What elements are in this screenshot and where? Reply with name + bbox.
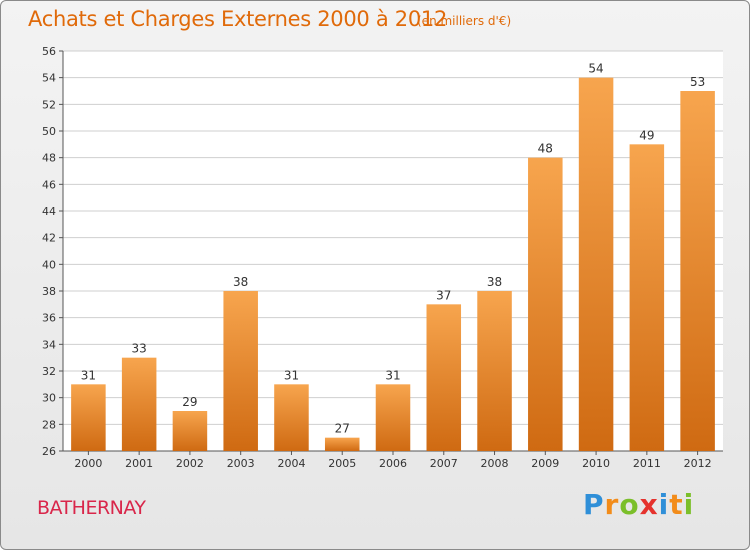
y-tick-label: 36 bbox=[42, 312, 56, 325]
y-tick-label: 26 bbox=[42, 445, 56, 458]
logo-letter: P bbox=[583, 488, 605, 521]
x-tick-label: 2011 bbox=[633, 457, 661, 470]
value-label: 38 bbox=[487, 275, 502, 289]
bar-2007 bbox=[426, 304, 462, 451]
y-tick-label: 54 bbox=[42, 72, 56, 85]
x-tick-label: 2005 bbox=[328, 457, 356, 470]
logo-letter: i bbox=[658, 488, 670, 521]
logo-letter: i bbox=[683, 488, 695, 521]
y-tick-label: 30 bbox=[42, 392, 56, 405]
value-label: 29 bbox=[182, 395, 197, 409]
value-label: 53 bbox=[690, 75, 705, 89]
y-tick-label: 32 bbox=[42, 365, 56, 378]
x-tick-label: 2003 bbox=[227, 457, 255, 470]
value-label: 48 bbox=[538, 142, 553, 156]
bar-2000 bbox=[71, 384, 106, 451]
town-name: BATHERNAY bbox=[37, 497, 146, 519]
y-tick-label: 46 bbox=[42, 178, 56, 191]
value-label: 54 bbox=[588, 62, 603, 76]
x-tick-label: 2012 bbox=[684, 457, 712, 470]
value-label: 38 bbox=[233, 275, 248, 289]
y-tick-label: 50 bbox=[42, 125, 56, 138]
bar-layer bbox=[71, 77, 715, 452]
bar-2002 bbox=[172, 411, 208, 451]
value-label: 49 bbox=[639, 128, 654, 142]
y-tick-label: 42 bbox=[42, 232, 56, 245]
x-tick-label: 2002 bbox=[176, 457, 204, 470]
y-tick-label: 40 bbox=[42, 258, 56, 271]
y-tick-label: 44 bbox=[42, 205, 56, 218]
bar-2008 bbox=[477, 291, 512, 451]
value-label: 33 bbox=[132, 342, 147, 356]
value-label: 31 bbox=[81, 368, 96, 382]
bar-2003 bbox=[223, 291, 258, 451]
proxiti-logo: Proxiti bbox=[583, 488, 694, 521]
x-tick-label: 2004 bbox=[277, 457, 305, 470]
bar-2011 bbox=[629, 144, 665, 452]
x-tick-label: 2008 bbox=[481, 457, 509, 470]
bar-2010 bbox=[578, 77, 614, 452]
value-label: 27 bbox=[335, 422, 350, 436]
y-tick-label: 52 bbox=[42, 98, 56, 111]
x-tick-label: 2006 bbox=[379, 457, 407, 470]
chart-title: Achats et Charges Externes 2000 à 2012 bbox=[28, 7, 448, 31]
bar-2009 bbox=[528, 157, 563, 451]
y-tick-label: 34 bbox=[42, 338, 56, 351]
x-tick-label: 2001 bbox=[125, 457, 153, 470]
value-label: 31 bbox=[284, 368, 299, 382]
value-label: 31 bbox=[385, 368, 400, 382]
y-tick-label: 38 bbox=[42, 285, 56, 298]
value-label: 37 bbox=[436, 288, 451, 302]
bar-2012 bbox=[680, 91, 715, 451]
y-tick-label: 48 bbox=[42, 152, 56, 165]
bar-2001 bbox=[121, 357, 157, 451]
x-tick-label: 2007 bbox=[430, 457, 458, 470]
bar-2004 bbox=[274, 384, 309, 451]
label-layer: 2000 31 2001 33 2002 29 2003 38 2004 31 2005 27 2006… bbox=[74, 62, 711, 470]
y-tick-label: 28 bbox=[42, 418, 56, 431]
logo-letter: o bbox=[619, 488, 640, 521]
logo-letter: t bbox=[669, 488, 684, 521]
x-tick-label: 2010 bbox=[582, 457, 610, 470]
y-tick-label: 56 bbox=[42, 45, 56, 58]
bar-2006 bbox=[375, 384, 411, 451]
bar-2005 bbox=[324, 437, 360, 451]
logo-letter: r bbox=[604, 488, 620, 521]
x-tick-label: 2000 bbox=[74, 457, 102, 470]
x-tick-label: 2009 bbox=[531, 457, 559, 470]
chart-subtitle: (en milliers d'€) bbox=[417, 14, 512, 28]
logo-letter: x bbox=[639, 488, 659, 521]
